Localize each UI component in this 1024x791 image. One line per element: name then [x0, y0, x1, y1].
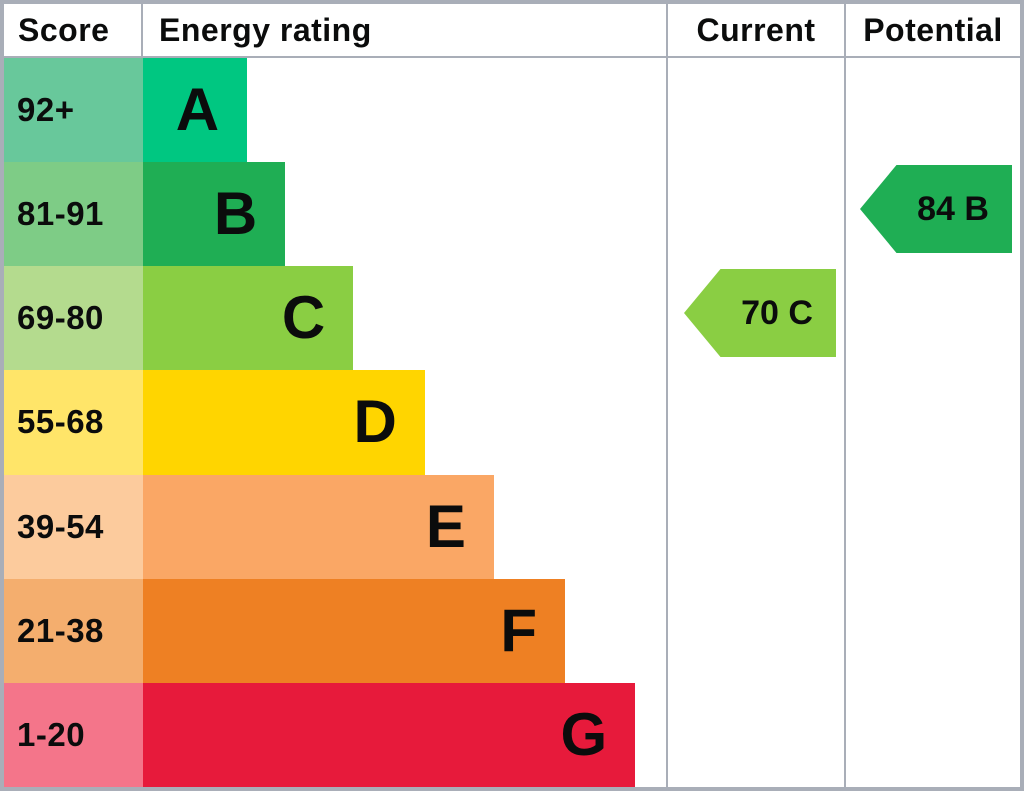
band-bar-track: A [143, 58, 666, 163]
band-row-f: 21-38 F [4, 578, 666, 683]
band-letter: D [353, 388, 397, 456]
band-bar-track: C [143, 266, 666, 371]
rating-table: Score Energy rating 92+ A 81-91 B 69-80 … [4, 4, 666, 787]
header-potential: Potential [846, 4, 1020, 58]
band-letter: B [213, 180, 258, 248]
band-bar-track: B [143, 162, 666, 267]
band-bar: C [143, 266, 354, 371]
band-bar-track: F [143, 578, 666, 683]
band-bar-track: G [143, 682, 666, 787]
header-score: Score [4, 4, 143, 56]
band-bar: A [143, 58, 248, 163]
band-row-g: 1-20 G [4, 682, 666, 787]
band-score-cell: 92+ [4, 58, 143, 163]
band-bar: G [143, 682, 636, 787]
band-row-d: 55-68 D [4, 370, 666, 475]
band-row-b: 81-91 B [4, 162, 666, 267]
band-score-cell: 1-20 [4, 682, 143, 787]
current-arrow-label: 70 C [741, 293, 813, 332]
band-letter: F [500, 596, 538, 664]
band-row-e: 39-54 E [4, 474, 666, 579]
band-bar: B [143, 162, 286, 267]
table-header: Score Energy rating [4, 4, 666, 58]
band-score-cell: 69-80 [4, 266, 143, 371]
potential-arrow-label: 84 B [917, 189, 989, 228]
band-score-cell: 55-68 [4, 370, 143, 475]
band-letter: C [281, 284, 326, 352]
band-bar: E [143, 474, 494, 579]
band-row-c: 69-80 C [4, 266, 666, 371]
band-bar: F [143, 578, 566, 683]
header-current: Current [668, 4, 844, 58]
header-energy-rating: Energy rating [159, 11, 372, 48]
current-column: Current 70 C [666, 4, 844, 787]
band-row-a: 92+ A [4, 58, 666, 163]
current-arrow: 70 C [684, 269, 836, 357]
band-letter: E [425, 492, 466, 560]
potential-column: Potential 84 B [844, 4, 1020, 787]
band-bar-track: D [143, 370, 666, 475]
band-bar: D [143, 370, 425, 475]
band-score-cell: 81-91 [4, 162, 143, 267]
band-letter: G [560, 700, 608, 768]
band-score-cell: 21-38 [4, 578, 143, 683]
band-bar-track: E [143, 474, 666, 579]
band-rows: 92+ A 81-91 B 69-80 C 55-68 D [4, 58, 666, 787]
potential-arrow: 84 B [860, 165, 1012, 253]
band-score-cell: 39-54 [4, 474, 143, 579]
band-letter: A [175, 76, 220, 144]
